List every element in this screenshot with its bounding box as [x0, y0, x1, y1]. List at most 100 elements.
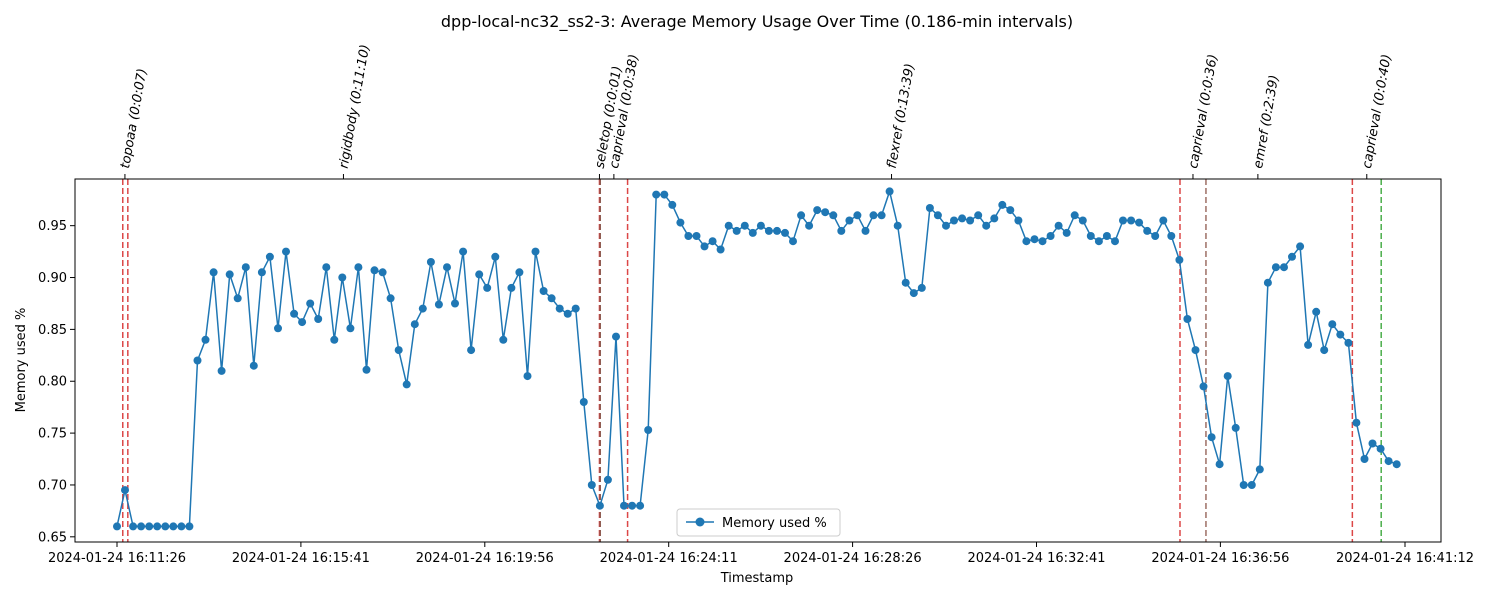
- data-point: [877, 211, 886, 220]
- data-point: [1239, 481, 1248, 489]
- data-point: [257, 268, 266, 277]
- data-point: [402, 380, 411, 389]
- data-point: [1215, 460, 1224, 469]
- data-point: [185, 522, 194, 531]
- data-point: [1070, 211, 1079, 220]
- x-tick-label: 2024-01-24 16:15:41: [232, 551, 370, 566]
- y-tick-label: 0.65: [38, 530, 67, 545]
- data-point: [587, 481, 596, 489]
- data-point: [1296, 242, 1305, 251]
- data-point: [708, 237, 717, 246]
- y-tick-label: 0.80: [38, 375, 67, 390]
- y-tick-label: 0.85: [38, 323, 67, 338]
- data-point: [1054, 221, 1063, 230]
- data-point: [426, 258, 435, 266]
- data-point: [169, 522, 178, 531]
- data-point: [1271, 263, 1280, 272]
- data-point: [434, 300, 443, 309]
- data-point: [459, 247, 468, 256]
- task-label: rigidbody (0:11:10): [337, 43, 374, 169]
- task-label: caprieval (0:0:36): [1186, 53, 1221, 170]
- data-point: [1062, 228, 1071, 237]
- data-point: [756, 221, 765, 230]
- data-point: [1392, 460, 1401, 469]
- data-point: [660, 190, 669, 199]
- data-point: [177, 522, 186, 531]
- data-point: [113, 522, 121, 531]
- data-point: [209, 268, 218, 277]
- y-axis: 0.65 0.70 0.75 0.80 0.85 0.90 0.95: [38, 219, 75, 545]
- data-point: [193, 356, 202, 365]
- data-point: [161, 522, 170, 531]
- data-point: [555, 304, 564, 313]
- y-tick-label: 0.90: [38, 271, 67, 286]
- data-point: [1151, 232, 1160, 240]
- data-point: [603, 475, 612, 484]
- data-point: [1183, 315, 1192, 323]
- data-point: [676, 218, 685, 227]
- data-point: [233, 294, 242, 303]
- data-point: [290, 309, 299, 318]
- legend-label: Memory used %: [722, 516, 827, 531]
- data-point: [153, 522, 162, 531]
- data-point: [499, 335, 508, 344]
- y-axis-label: Memory used %: [14, 308, 29, 413]
- data-point: [1368, 439, 1377, 448]
- data-point: [338, 273, 347, 282]
- data-point: [998, 200, 1007, 209]
- x-tick-label: 2024-01-24 16:11:26: [48, 551, 186, 566]
- data-point: [1135, 218, 1144, 227]
- data-point: [595, 501, 604, 510]
- data-point: [1199, 382, 1208, 391]
- data-point: [692, 232, 701, 240]
- data-point: [507, 283, 516, 292]
- data-point: [249, 361, 258, 370]
- data-point: [515, 268, 524, 277]
- data-point: [1046, 232, 1055, 240]
- data-point: [322, 263, 331, 272]
- legend: Memory used %: [676, 508, 841, 537]
- x-axis-label: Timestamp: [720, 571, 794, 586]
- task-marker-lines: [122, 179, 1382, 542]
- data-point: [853, 211, 862, 220]
- data-point: [740, 221, 749, 230]
- data-point: [1231, 423, 1240, 432]
- data-point: [225, 270, 234, 279]
- data-point: [917, 283, 926, 292]
- data-point: [797, 211, 806, 220]
- data-point: [1360, 455, 1369, 463]
- data-point: [724, 221, 733, 230]
- data-point: [539, 287, 548, 295]
- data-point: [451, 299, 459, 308]
- data-point: [201, 335, 210, 344]
- data-point: [298, 318, 307, 327]
- data-point: [644, 426, 653, 434]
- data-point: [612, 332, 620, 341]
- data-point: [990, 214, 999, 223]
- data-point: [1094, 237, 1103, 246]
- data-point: [330, 335, 339, 344]
- data-point: [789, 237, 797, 246]
- x-tick-label: 2024-01-24 16:41:12: [1336, 551, 1474, 566]
- data-point: [129, 522, 138, 531]
- data-point: [805, 221, 814, 230]
- data-point: [861, 226, 870, 235]
- task-label: flexref (0:13:39): [885, 62, 918, 169]
- data-point: [821, 208, 830, 217]
- data-point: [837, 226, 846, 235]
- data-point: [958, 214, 967, 223]
- data-point: [354, 263, 363, 272]
- data-point: [1384, 457, 1393, 466]
- data-point: [121, 486, 129, 495]
- data-point: [1328, 320, 1337, 329]
- data-point: [1320, 346, 1329, 355]
- data-point: [1167, 232, 1176, 240]
- data-point: [1191, 346, 1200, 355]
- data-point: [1127, 216, 1136, 225]
- data-point: [483, 283, 492, 292]
- data-point: [579, 398, 588, 406]
- data-point: [571, 304, 580, 313]
- data-point: [274, 324, 282, 333]
- data-point: [467, 346, 476, 355]
